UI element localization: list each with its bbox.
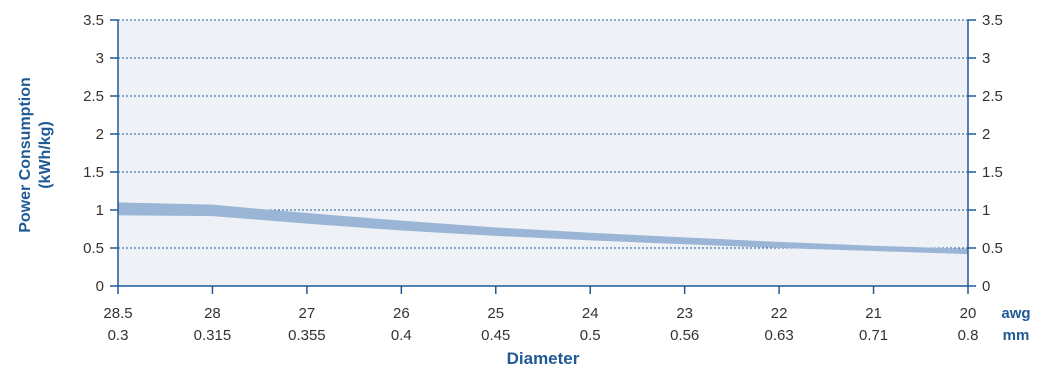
x-tick-label-mm: 0.4 [391, 327, 412, 344]
axis-ticks [110, 19, 976, 294]
y-tick-label-left: 1 [96, 202, 104, 219]
tick-labels: 0 00.5 0.51 11.5 1.52 22.5 2.53 33.5 3.528.50.32… [83, 12, 1003, 344]
x-tick-label-mm: 0.355 [288, 327, 326, 344]
x-tick-label-mm: 0.5 [580, 327, 601, 344]
y-tick-label-left: 2 [96, 126, 104, 143]
x-tick-label-mm: 0.45 [481, 327, 510, 344]
y-tick-label-left: 2.5 [83, 88, 104, 105]
x-unit-awg: awg [1001, 305, 1030, 322]
x-tick-label-awg: 23 [676, 305, 693, 322]
x-tick-label-awg: 28 [204, 305, 221, 322]
plot-background [118, 20, 968, 286]
y-tick-label-left: 1.5 [83, 164, 104, 181]
x-tick-label-mm: 0.63 [765, 327, 794, 344]
x-axis-label: Diameter [507, 349, 580, 368]
y-tick-label-right: 1.5 [982, 164, 1003, 181]
y-tick-label-left: 3 [96, 50, 104, 67]
x-tick-label-mm: 0.3 [108, 327, 129, 344]
y-tick-label-right: 2 [982, 126, 990, 143]
x-tick-label-awg: 25 [487, 305, 504, 322]
y-tick-label-left: 3.5 [83, 12, 104, 29]
x-tick-label-awg: 24 [582, 305, 599, 322]
x-tick-label-awg: 22 [771, 305, 788, 322]
y-axis-label-line2: (kWh/kg) [37, 121, 54, 189]
x-tick-label-mm: 0.71 [859, 327, 888, 344]
x-unit-mm: mm [1003, 327, 1030, 344]
y-tick-label-right: 1 [982, 202, 990, 219]
x-tick-label-awg: 21 [865, 305, 882, 322]
y-tick-label-right: 0 [982, 278, 990, 295]
x-tick-label-mm: 0.315 [194, 327, 232, 344]
y-tick-label-right: 3.5 [982, 12, 1003, 29]
x-tick-label-mm: 0.56 [670, 327, 699, 344]
x-tick-label-mm: 0.8 [958, 327, 979, 344]
power-consumption-band [118, 202, 968, 255]
x-tick-label-awg: 27 [299, 305, 316, 322]
y-tick-label-left: 0 [96, 278, 104, 295]
y-tick-label-right: 2.5 [982, 88, 1003, 105]
y-axis-label-line1: Power Consumption [17, 77, 34, 233]
x-tick-label-awg: 26 [393, 305, 410, 322]
y-tick-label-right: 0.5 [982, 240, 1003, 257]
x-tick-label-awg: 20 [960, 305, 977, 322]
y-tick-label-right: 3 [982, 50, 990, 67]
x-tick-label-awg: 28.5 [103, 305, 132, 322]
y-tick-label-left: 0.5 [83, 240, 104, 257]
